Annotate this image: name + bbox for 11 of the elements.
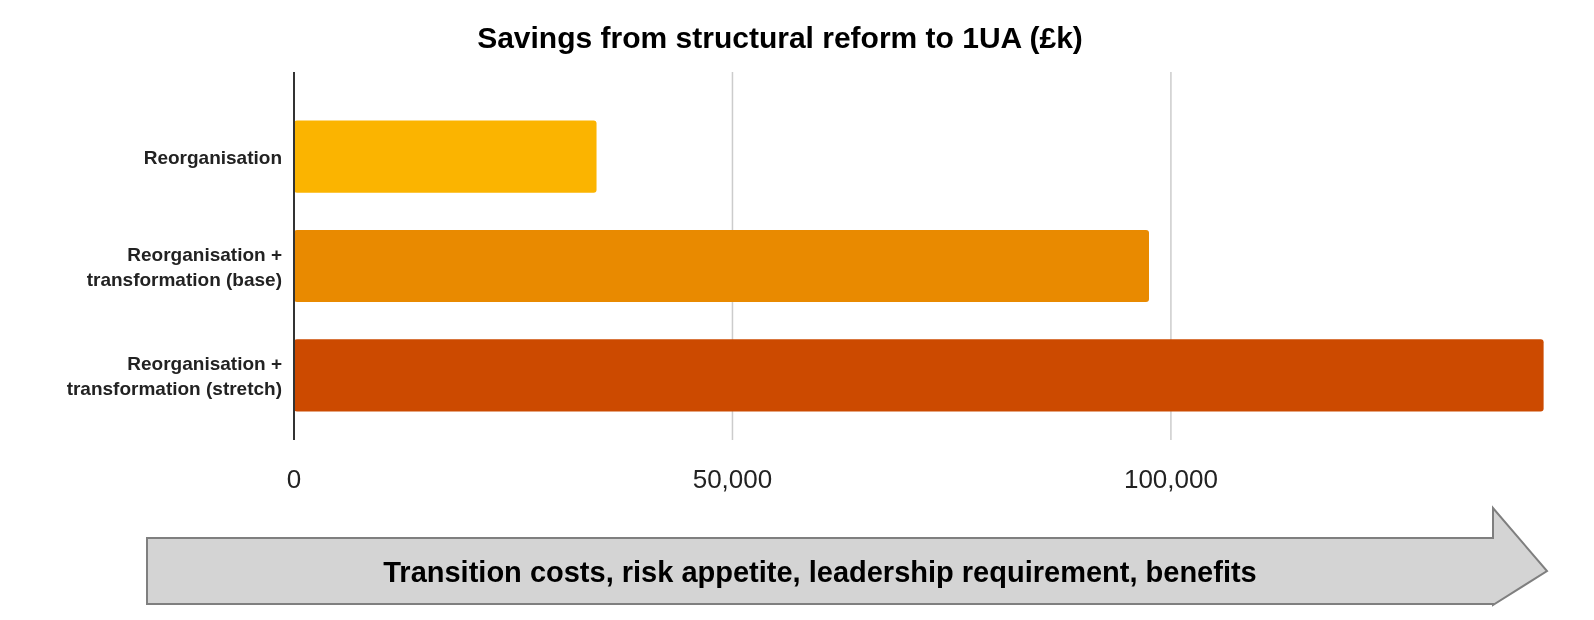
bar	[294, 229, 1149, 303]
bar	[294, 120, 597, 193]
y-tick-label: Reorganisation + transformation (stretch)	[66, 352, 282, 399]
x-tick-label: 0	[286, 464, 302, 494]
y-tick-label: Reorganisation + transformation (base)	[86, 243, 282, 290]
bar	[294, 339, 1544, 412]
x-tick-label: 50,000	[692, 464, 773, 494]
y-tick-label: Reorganisation	[143, 146, 282, 168]
text: Transition costs, risk appetite, leadership requirement, benefits	[383, 556, 1257, 588]
chart-title: Savings from structural reform to 1UA (£k)	[477, 21, 1083, 54]
x-tick-label: 100,000	[1123, 464, 1218, 494]
